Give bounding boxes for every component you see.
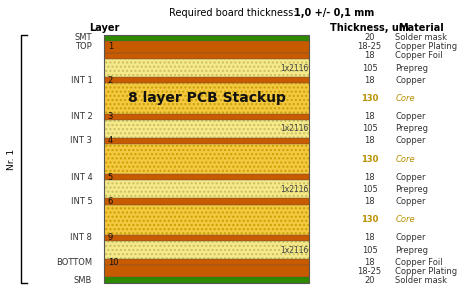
Text: 18-25: 18-25 [357,267,382,276]
Text: 18: 18 [364,51,375,60]
Text: Copper: Copper [395,136,426,145]
Bar [104,41,309,53]
Text: 3: 3 [108,112,113,121]
Text: 8 layer PCB Stackup: 8 layer PCB Stackup [128,91,285,105]
Bar [104,199,309,204]
Text: INT 8: INT 8 [71,233,92,242]
Text: 105: 105 [362,64,377,72]
Text: 2: 2 [108,76,113,85]
Text: TOP: TOP [75,42,92,51]
Bar [104,180,309,199]
Text: 18: 18 [364,76,375,85]
Bar [104,35,309,41]
Text: Copper: Copper [395,173,426,182]
Text: 18: 18 [364,136,375,145]
Bar [104,180,309,199]
Bar [104,204,309,235]
Text: 18: 18 [364,197,375,206]
Text: INT 5: INT 5 [71,197,92,206]
Text: Prepreg: Prepreg [395,124,428,133]
Bar [104,114,309,120]
Text: Thickness, um: Thickness, um [330,23,409,33]
Text: 6: 6 [108,197,113,206]
Text: 130: 130 [361,215,378,224]
Text: Copper: Copper [395,197,426,206]
Text: 18: 18 [364,258,375,267]
Bar [104,120,309,138]
Text: 1x2116: 1x2116 [281,124,309,133]
Text: 5: 5 [108,173,113,182]
Text: 10: 10 [108,258,118,267]
Text: 4: 4 [108,136,113,145]
Text: INT 2: INT 2 [71,112,92,121]
Text: 1: 1 [108,42,113,51]
Bar [104,241,309,259]
Bar [104,59,309,77]
Text: 1x2116: 1x2116 [281,185,309,194]
Text: Copper Foil: Copper Foil [395,258,443,267]
Text: 18: 18 [364,233,375,242]
Text: Copper Plating: Copper Plating [395,42,457,51]
Bar [104,83,309,114]
Bar [104,241,309,259]
Text: Copper Plating: Copper Plating [395,267,457,276]
Bar [104,204,309,235]
Bar [104,174,309,180]
Bar [104,277,309,283]
Text: 20: 20 [365,276,375,285]
Text: Core: Core [395,154,415,164]
Text: Core: Core [395,94,415,103]
Text: 18-25: 18-25 [357,42,382,51]
Text: Copper: Copper [395,233,426,242]
Text: 105: 105 [362,124,377,133]
Text: Layer: Layer [89,23,119,33]
Text: BOTTOM: BOTTOM [56,258,92,267]
Text: Copper: Copper [395,112,426,121]
Text: 20: 20 [365,33,375,42]
Bar [104,235,309,241]
Text: Prepreg: Prepreg [395,185,428,194]
Text: Copper: Copper [395,76,426,85]
Bar [104,77,309,83]
Text: Core: Core [395,215,415,224]
Bar [104,144,309,174]
Bar [104,59,309,77]
Bar [104,259,309,265]
Bar [104,53,309,59]
Text: Prepreg: Prepreg [395,246,428,255]
Text: 1x2116: 1x2116 [281,64,309,72]
Bar [104,265,309,277]
Text: INT 1: INT 1 [71,76,92,85]
Text: Required board thickness:: Required board thickness: [169,8,300,18]
Bar [104,83,309,114]
Text: SMT: SMT [75,33,92,42]
Text: INT 3: INT 3 [71,136,92,145]
Text: Prepreg: Prepreg [395,64,428,72]
Text: 130: 130 [361,94,378,103]
Text: 130: 130 [361,154,378,164]
Text: Material: Material [398,23,444,33]
Bar [104,138,309,144]
Bar [104,120,309,138]
Text: Copper Foil: Copper Foil [395,51,443,60]
Text: Nr. 1: Nr. 1 [7,148,16,170]
Text: Solder mask: Solder mask [395,276,447,285]
Text: 105: 105 [362,246,377,255]
Text: Solder mask: Solder mask [395,33,447,42]
Bar [104,144,309,174]
Text: 1x2116: 1x2116 [281,246,309,255]
Text: 18: 18 [364,112,375,121]
Text: 105: 105 [362,185,377,194]
Text: INT 4: INT 4 [71,173,92,182]
Text: 1,0 +/- 0,1 mm: 1,0 +/- 0,1 mm [294,8,374,18]
Text: 18: 18 [364,173,375,182]
Text: SMB: SMB [74,276,92,285]
Bar [104,35,309,283]
Text: 9: 9 [108,233,113,242]
